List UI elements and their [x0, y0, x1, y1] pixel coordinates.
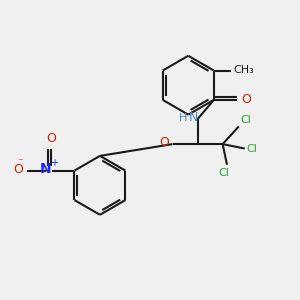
Text: O: O	[241, 93, 251, 106]
Text: +: +	[50, 158, 58, 168]
Text: H: H	[179, 112, 187, 123]
Text: O: O	[13, 163, 23, 176]
Text: N: N	[39, 162, 51, 176]
Text: N: N	[188, 111, 198, 124]
Text: ⁻: ⁻	[17, 158, 23, 167]
Text: Cl: Cl	[219, 168, 230, 178]
Text: Cl: Cl	[246, 143, 257, 154]
Text: O: O	[159, 136, 169, 149]
Text: Cl: Cl	[240, 115, 251, 125]
Text: O: O	[46, 132, 56, 145]
Text: CH₃: CH₃	[233, 65, 254, 76]
